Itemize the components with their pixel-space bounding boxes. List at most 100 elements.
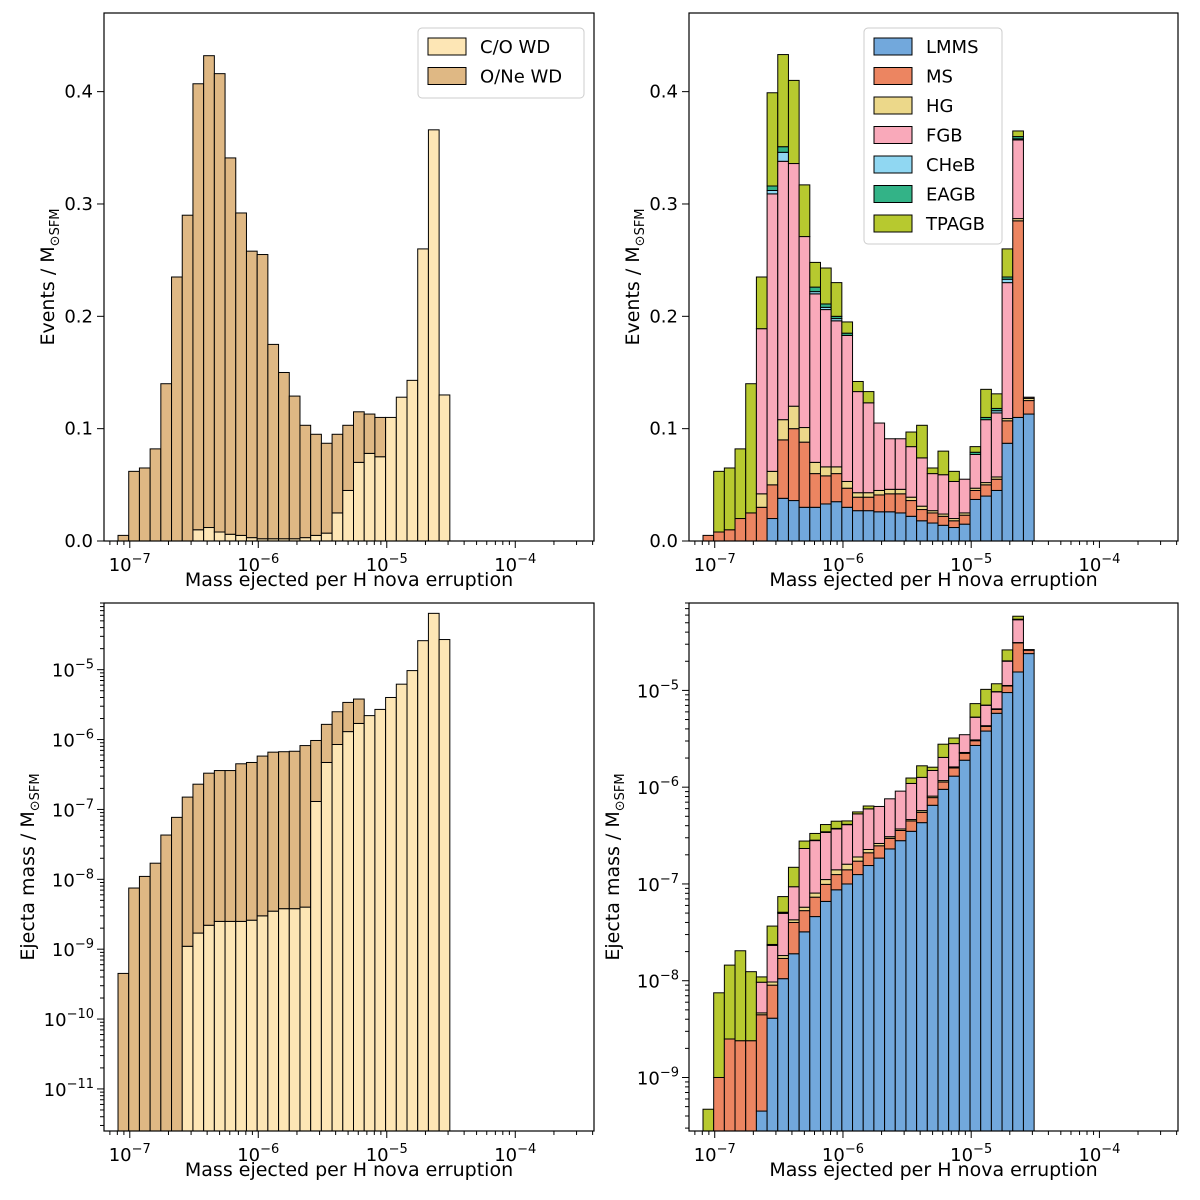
- bar-ms-bin-0: [702, 534, 715, 542]
- y-tick-label: 10−8: [637, 969, 679, 993]
- bar-tpagb-bin-13: [841, 820, 854, 825]
- bar-ms-bin-12: [830, 473, 843, 503]
- bar-one-bin-13: [256, 755, 269, 917]
- bar-cheb-bin-28: [1001, 278, 1014, 284]
- bar-tpagb-bin-26: [980, 688, 992, 706]
- bar-lmms-bin-8: [787, 500, 800, 542]
- bar-ms-bin-21: [926, 512, 939, 524]
- bar-co-bin-14: [267, 910, 280, 1132]
- bar-lmms-bin-22: [937, 524, 950, 542]
- bar-fgb-bin-27: [990, 412, 1003, 478]
- bar-ms-bin-16: [873, 845, 886, 859]
- bar-ms-bin-9: [798, 441, 811, 508]
- x-axis-label: Mass ejected per H nova erruption: [185, 1159, 513, 1181]
- bar-ms-bin-25: [969, 740, 982, 746]
- bar-fgb-bin-12: [830, 320, 843, 468]
- bar-lmms-bin-29: [1012, 416, 1024, 542]
- bar-lmms-bin-27: [990, 712, 1003, 1132]
- bar-ms-bin-3: [734, 518, 747, 542]
- bar-co-bin-20: [331, 512, 344, 542]
- bar-co-bin-11: [235, 534, 247, 542]
- bar-one-bin-12: [245, 761, 258, 921]
- bar-ms-bin-26: [980, 725, 992, 732]
- bar-tpagb-bin-21: [926, 766, 939, 771]
- bar-co-bin-10: [224, 533, 237, 542]
- bar-fgb-bin-6: [766, 944, 779, 983]
- bar-lmms-bin-12: [830, 889, 843, 1132]
- bar-fgb-bin-23: [948, 480, 960, 520]
- bar-fgb-bin-25: [969, 716, 982, 741]
- bar-co-bin-15: [278, 908, 290, 1132]
- bar-one-bin-1: [128, 470, 140, 542]
- bar-eagb-bin-6: [766, 185, 779, 191]
- legend-label-one: O/Ne WD: [480, 67, 562, 88]
- bar-lmms-bin-30: [1022, 653, 1035, 1132]
- y-tick-label: 10−6: [637, 775, 679, 799]
- bar-lmms-bin-29: [1012, 671, 1024, 1132]
- bar-fgb-bin-30: [1022, 396, 1035, 399]
- bar-co-bin-30: [438, 394, 451, 542]
- y-axis-label: Events / M⊙SFM: [622, 208, 648, 345]
- bar-tpagb-bin-21: [926, 467, 939, 475]
- y-tick-label: 10−7: [637, 872, 679, 896]
- x-tick-label: 10−5: [366, 1142, 408, 1166]
- y-tick-label: 0.4: [649, 82, 678, 103]
- bar-fgb-bin-8: [787, 163, 800, 407]
- bar-one-bin-3: [149, 448, 162, 542]
- panel-bottom-left-ejecta-by-wd-type: 10−7 10−6 10−5 10−410−1110−1010−910−810−710…: [17, 602, 595, 1181]
- bar-lmms-bin-18: [894, 512, 907, 542]
- bar-lmms-bin-6: [766, 1017, 779, 1132]
- bar-one-bin-4: [160, 383, 173, 542]
- bar-ms-bin-17: [884, 493, 896, 513]
- bar-lmms-bin-12: [830, 501, 843, 542]
- bar-ms-bin-2: [723, 1038, 736, 1132]
- bar-one-bin-5: [171, 816, 183, 1132]
- bar-ms-bin-6: [766, 984, 779, 1019]
- x-axis-bottom-left: 10−7 10−6 10−5 10−4: [109, 1131, 594, 1166]
- bar-hg-bin-6: [766, 470, 779, 486]
- bars-top-right: [702, 54, 1035, 542]
- legend-swatch-tpagb: [873, 214, 913, 233]
- bar-eagb-bin-10: [809, 286, 821, 293]
- x-axis-label: Mass ejected per H nova erruption: [185, 569, 513, 591]
- bar-co-bin-29: [427, 129, 440, 542]
- bar-tpagb-bin-14: [852, 380, 864, 393]
- bar-one-bin-19: [320, 442, 333, 534]
- bar-one-bin-19: [320, 723, 333, 763]
- bar-tpagb-bin-2: [723, 467, 736, 531]
- bar-co-bin-6: [181, 945, 194, 1132]
- bar-fgb-bin-19: [905, 446, 918, 498]
- bar-hg-bin-12: [830, 869, 843, 876]
- bar-lmms-bin-20: [916, 822, 928, 1132]
- bar-tpagb-bin-27: [990, 683, 1003, 693]
- bar-one-bin-14: [267, 343, 280, 540]
- bar-fgb-bin-10: [809, 293, 821, 463]
- bar-co-bin-22: [353, 722, 365, 1132]
- bar-ms-bin-4: [745, 1040, 757, 1132]
- bar-tpagb-bin-29: [1012, 615, 1024, 620]
- bar-ms-bin-10: [809, 896, 821, 918]
- bar-one-bin-4: [160, 834, 173, 1132]
- bar-fgb-bin-21: [926, 769, 939, 797]
- bar-one-bin-12: [245, 250, 258, 539]
- x-tick-label: 10−5: [366, 552, 408, 576]
- bar-co-bin-10: [224, 920, 237, 1132]
- bar-fgb-bin-17: [884, 438, 896, 490]
- bar-fgb-bin-22: [937, 756, 950, 782]
- bar-tpagb-bin-8: [787, 866, 800, 888]
- bar-lmms-bin-14: [852, 874, 864, 1132]
- bar-lmms-bin-21: [926, 522, 939, 542]
- bar-tpagb-bin-25: [969, 446, 982, 453]
- bar-tpagb-bin-12: [830, 820, 843, 829]
- bar-lmms-bin-11: [819, 503, 832, 542]
- bar-ms-bin-20: [916, 811, 928, 824]
- bar-one-bin-18: [310, 433, 322, 536]
- legend-swatch-cheb: [873, 155, 913, 174]
- bar-ms-bin-1: [713, 1077, 725, 1132]
- bar-lmms-bin-23: [948, 775, 960, 1132]
- bar-co-bin-8: [203, 924, 215, 1132]
- bar-co-bin-25: [385, 696, 397, 1132]
- bar-ms-bin-12: [830, 874, 843, 891]
- bar-hg-bin-17: [884, 488, 896, 495]
- bar-lmms-bin-14: [852, 510, 864, 542]
